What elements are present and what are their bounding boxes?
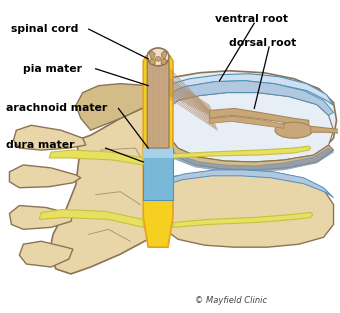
Polygon shape <box>149 59 155 65</box>
Polygon shape <box>49 150 143 165</box>
Polygon shape <box>165 74 334 105</box>
Polygon shape <box>165 135 334 170</box>
Polygon shape <box>210 116 284 128</box>
Ellipse shape <box>275 122 313 138</box>
Polygon shape <box>168 81 334 115</box>
Polygon shape <box>311 126 339 133</box>
Polygon shape <box>13 125 86 150</box>
Polygon shape <box>161 59 167 65</box>
Text: spinal cord: spinal cord <box>12 24 79 34</box>
Polygon shape <box>143 56 173 247</box>
Text: ventral root: ventral root <box>215 14 288 24</box>
Polygon shape <box>148 172 334 247</box>
Ellipse shape <box>147 48 169 66</box>
Polygon shape <box>19 241 73 267</box>
Polygon shape <box>148 71 337 163</box>
Polygon shape <box>210 108 309 126</box>
Polygon shape <box>143 148 173 158</box>
Polygon shape <box>162 145 334 172</box>
Polygon shape <box>143 148 173 200</box>
Polygon shape <box>162 170 334 198</box>
Text: arachnoid mater: arachnoid mater <box>6 103 108 113</box>
Polygon shape <box>49 105 162 274</box>
Polygon shape <box>173 213 313 227</box>
Polygon shape <box>173 146 311 158</box>
Text: dorsal root: dorsal root <box>230 38 297 48</box>
Polygon shape <box>76 84 148 130</box>
Polygon shape <box>39 209 143 227</box>
Polygon shape <box>10 206 73 229</box>
Polygon shape <box>147 57 169 148</box>
Polygon shape <box>161 51 167 59</box>
Polygon shape <box>149 51 155 59</box>
Polygon shape <box>168 93 334 162</box>
Polygon shape <box>148 89 170 120</box>
Text: dura mater: dura mater <box>6 140 75 150</box>
Text: © Mayfield Clinic: © Mayfield Clinic <box>195 296 267 305</box>
Text: pia mater: pia mater <box>23 64 82 74</box>
Ellipse shape <box>155 56 161 61</box>
Polygon shape <box>10 165 81 188</box>
